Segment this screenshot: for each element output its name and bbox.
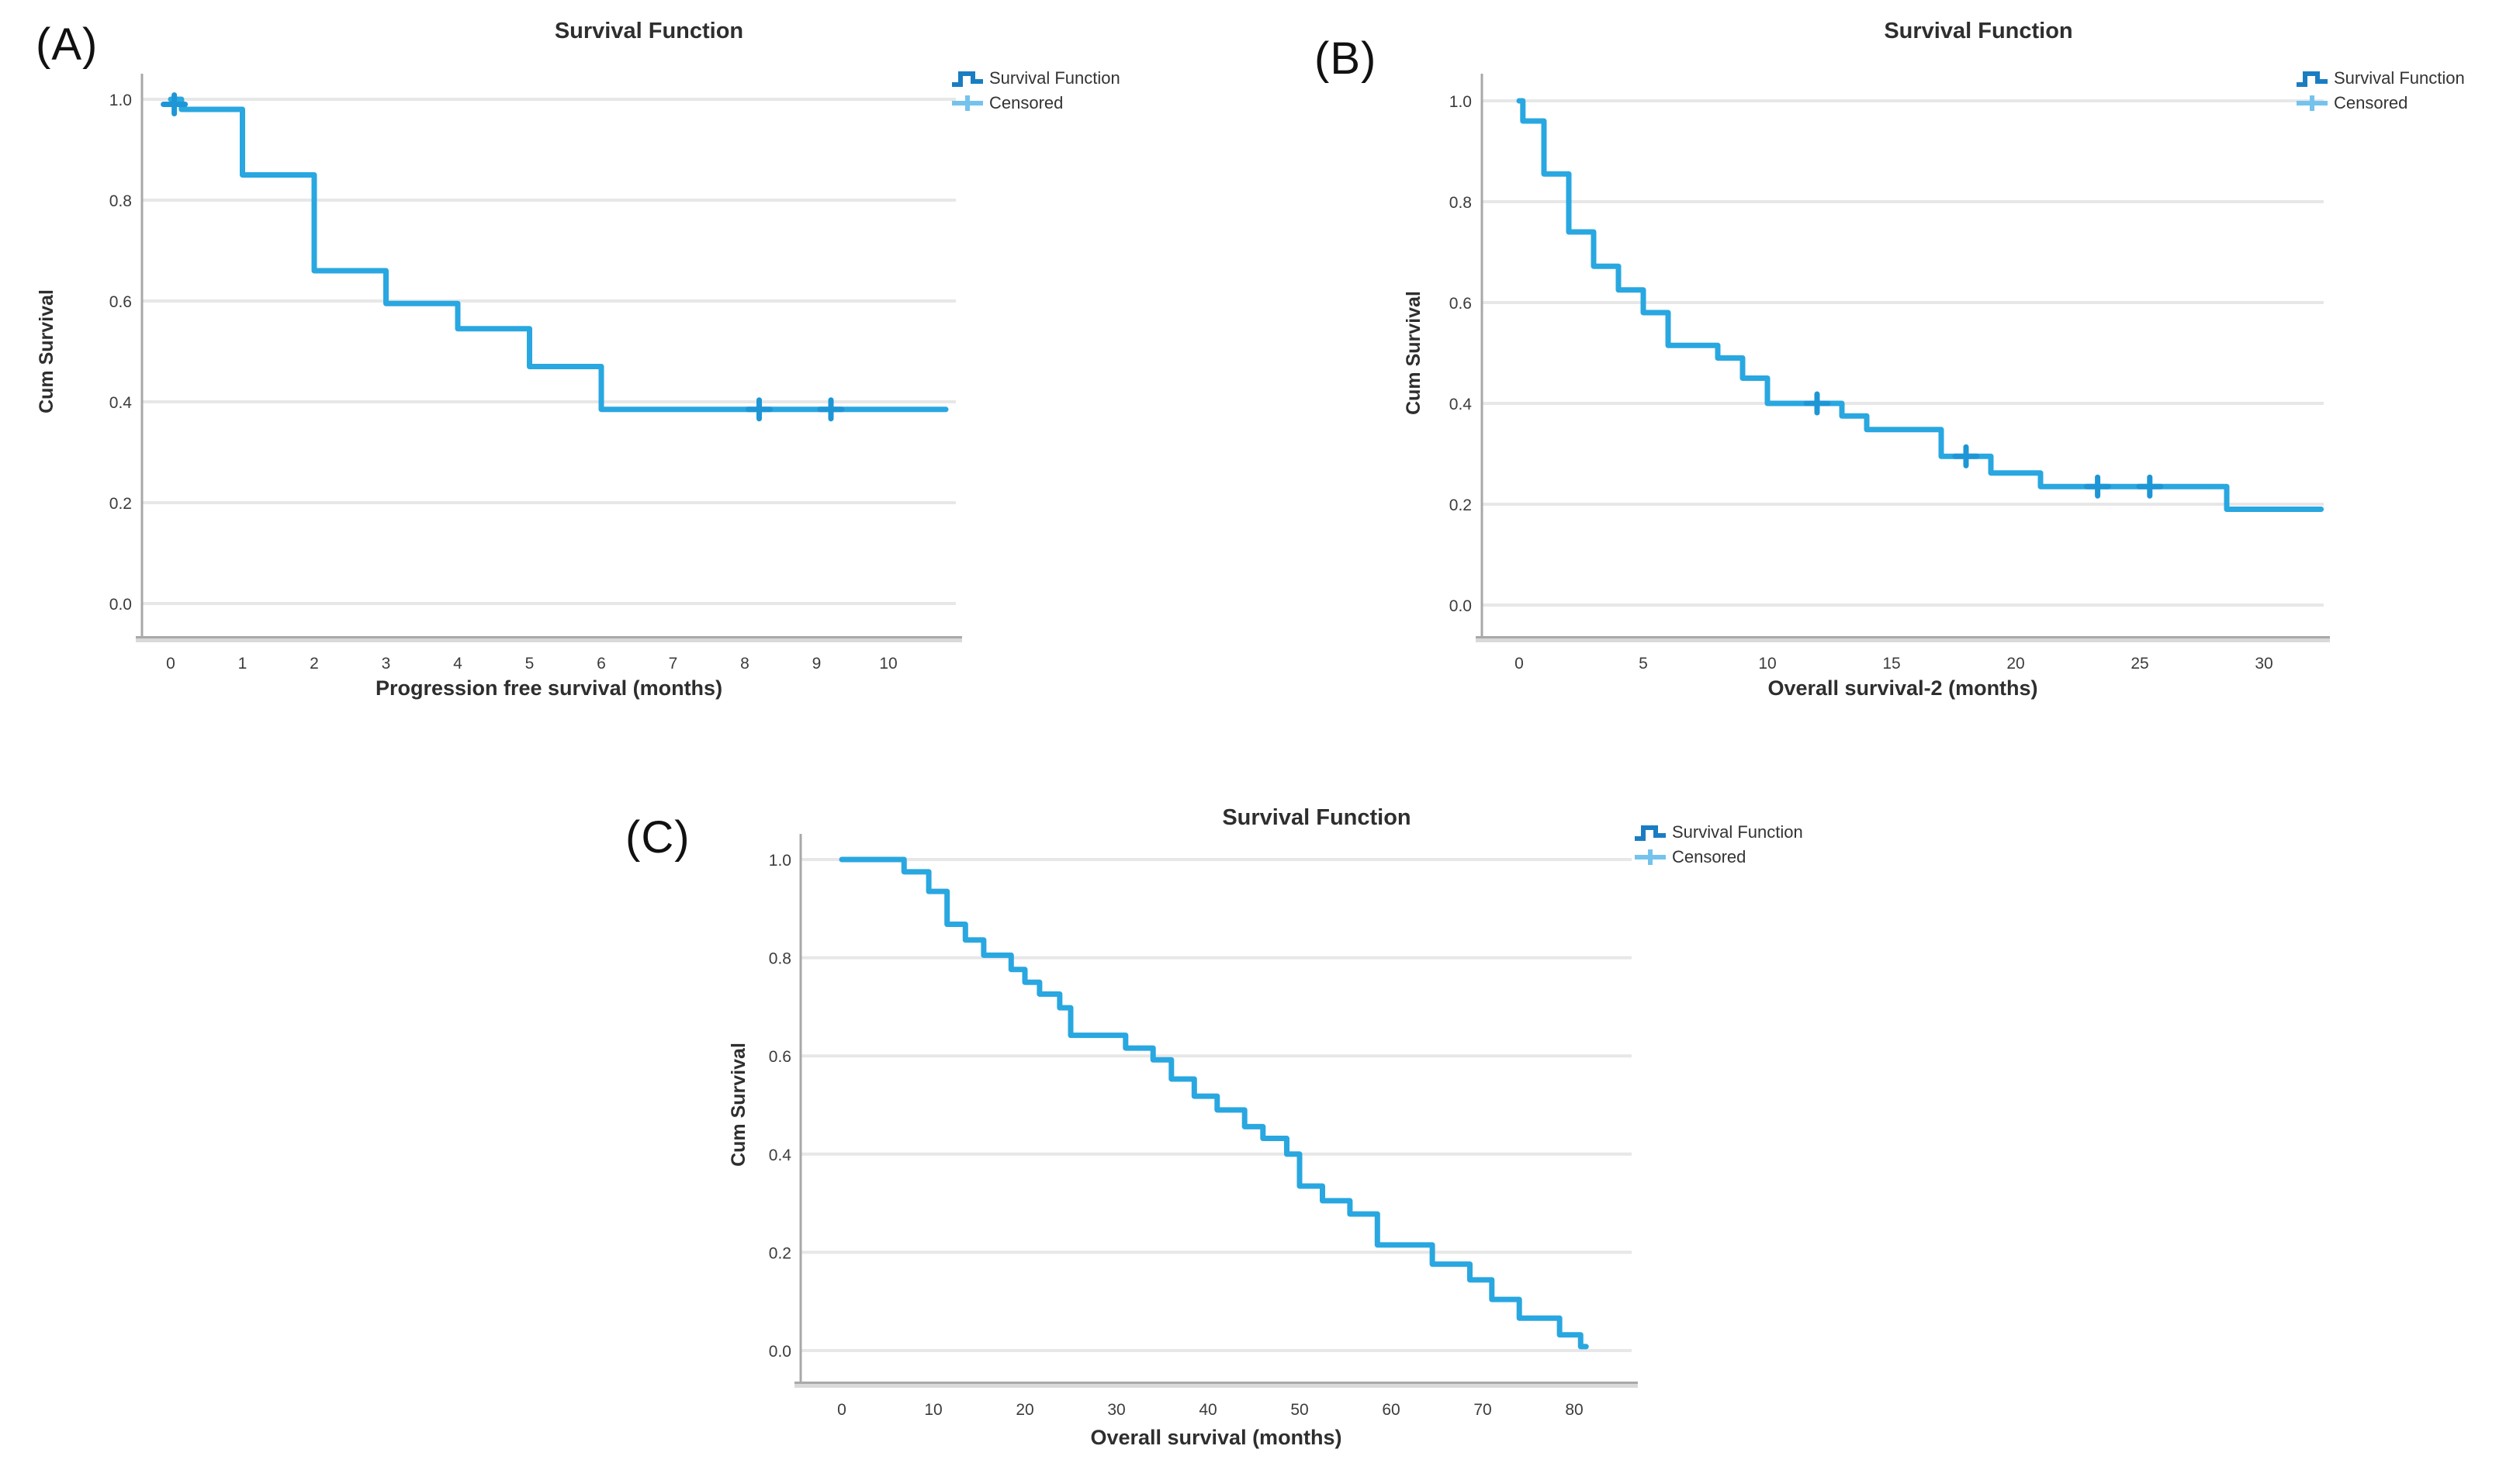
- x-tick-label: 70: [1473, 1401, 1491, 1419]
- x-tick-label: 30: [1107, 1401, 1125, 1419]
- y-tick-label: 0.8: [1449, 194, 1472, 212]
- x-axis-shadow: [1476, 638, 2330, 642]
- x-tick-label: 3: [382, 655, 391, 673]
- x-tick-label: 0: [1514, 655, 1524, 673]
- y-tick-label: 0.8: [769, 950, 791, 968]
- y-tick-label: 0.0: [769, 1343, 791, 1361]
- x-tick-label: 8: [740, 655, 749, 673]
- km-curve-a: [168, 96, 949, 413]
- x-tick-label: 50: [1290, 1401, 1308, 1419]
- x-axis-line: [794, 1382, 1638, 1384]
- x-tick-label: 25: [2131, 655, 2148, 673]
- x-tick-label: 0: [166, 655, 175, 673]
- km-curve-c: [839, 856, 1589, 1350]
- y-tick-label: 0.0: [109, 596, 132, 614]
- x-axis-shadow: [136, 638, 962, 642]
- x-tick-label: 10: [879, 655, 897, 673]
- y-tick-label: 0.2: [1449, 496, 1472, 514]
- x-tick-label: 15: [1882, 655, 1900, 673]
- x-tick-label: 30: [2255, 655, 2272, 673]
- y-tick-label: 1.0: [109, 92, 132, 109]
- y-tick-label: 1.0: [769, 852, 791, 870]
- x-tick-label: 4: [453, 655, 462, 673]
- y-tick-label: 0.6: [109, 293, 132, 311]
- censored-mark: [1952, 444, 1980, 469]
- x-tick-label: 10: [1758, 655, 1776, 673]
- x-tick-label: 1: [238, 655, 248, 673]
- x-tick-label: 10: [924, 1401, 942, 1419]
- x-tick-label: 9: [812, 655, 822, 673]
- censored-mark: [161, 92, 189, 116]
- censored-mark: [817, 397, 845, 422]
- km-curve-b: [1516, 98, 2324, 512]
- censored-mark: [1803, 391, 1831, 416]
- censored-mark: [2084, 474, 2112, 499]
- x-axis-line: [1476, 636, 2330, 638]
- x-tick-label: 5: [525, 655, 535, 673]
- x-axis-shadow: [794, 1384, 1638, 1388]
- censored-mark: [2136, 474, 2164, 499]
- y-tick-label: 0.6: [769, 1048, 791, 1066]
- x-tick-label: 60: [1382, 1401, 1400, 1419]
- y-tick-label: 1.0: [1449, 93, 1472, 111]
- y-tick-label: 0.2: [769, 1244, 791, 1262]
- x-tick-label: 40: [1199, 1401, 1217, 1419]
- x-tick-label: 80: [1565, 1401, 1583, 1419]
- y-tick-label: 0.8: [109, 192, 132, 210]
- y-tick-label: 0.0: [1449, 597, 1472, 615]
- y-tick-label: 0.4: [769, 1147, 792, 1164]
- y-tick-label: 0.4: [109, 394, 133, 412]
- x-tick-label: 20: [1016, 1401, 1033, 1419]
- y-tick-label: 0.2: [109, 495, 132, 513]
- x-tick-label: 0: [837, 1401, 846, 1419]
- x-tick-label: 2: [310, 655, 319, 673]
- x-tick-label: 6: [597, 655, 606, 673]
- x-axis-line: [136, 636, 962, 638]
- censored-mark: [746, 397, 773, 422]
- x-tick-label: 7: [669, 655, 678, 673]
- y-tick-label: 0.6: [1449, 295, 1472, 313]
- x-tick-label: 5: [1639, 655, 1648, 673]
- x-tick-label: 20: [2006, 655, 2024, 673]
- y-tick-label: 0.4: [1449, 396, 1473, 413]
